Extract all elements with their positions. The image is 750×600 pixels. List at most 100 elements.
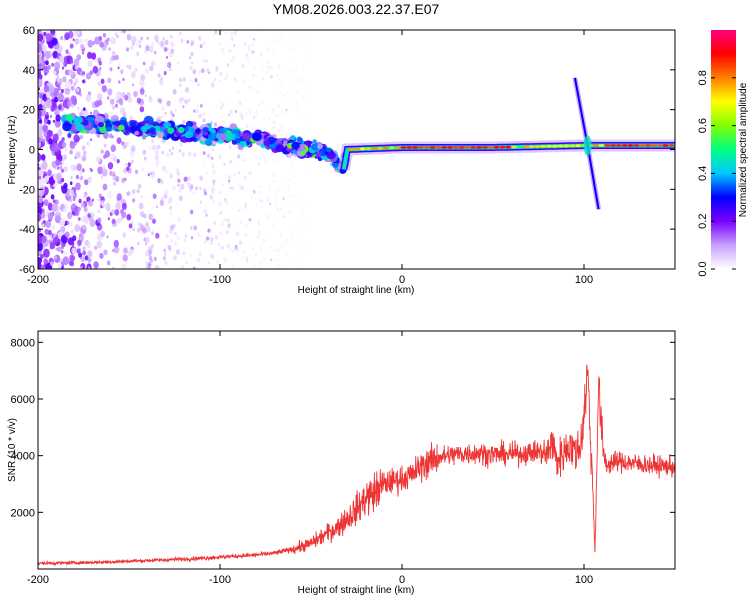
spectrogram-noise-blob bbox=[298, 78, 301, 81]
spectrogram-noise-blob bbox=[75, 206, 79, 211]
spectrogram-noise-blob bbox=[132, 198, 136, 203]
spectrogram-noise-blob bbox=[57, 246, 62, 252]
spectrogram-noise-blob bbox=[269, 202, 272, 206]
spectrogram-noise-blob bbox=[97, 198, 100, 202]
spectrogram-noise-blob bbox=[162, 256, 166, 261]
spectrogram-noise-blob bbox=[134, 67, 138, 73]
spectrogram-noise-blob bbox=[52, 37, 58, 46]
spectrogram-noise-blob bbox=[170, 152, 173, 156]
spectrogram-ridge-blob bbox=[291, 141, 300, 150]
spectrogram-y-tick-label: 20 bbox=[23, 105, 35, 117]
spectrogram-ridge-blob bbox=[223, 127, 228, 132]
spectrogram-noise-blob bbox=[256, 218, 260, 223]
spectrogram-noise-blob bbox=[224, 31, 227, 35]
spectrogram-noise-blob bbox=[256, 90, 260, 94]
spectrogram-band-segment bbox=[551, 144, 558, 148]
spectrogram-noise-blob bbox=[238, 101, 242, 106]
spectrogram-noise-blob bbox=[70, 85, 75, 91]
spectrogram-ridge-blob bbox=[98, 121, 104, 128]
spectrogram-noise-blob bbox=[46, 111, 49, 116]
spectrogram-noise-blob bbox=[259, 52, 263, 57]
snr-x-tick-label: -200 bbox=[27, 574, 49, 586]
spectrogram-band-segment bbox=[621, 144, 628, 147]
spectrogram-noise-blob bbox=[229, 248, 232, 252]
spectrogram-band-segment bbox=[639, 144, 646, 147]
spectrogram-noise-blob bbox=[264, 127, 267, 130]
spectrogram-noise-blob bbox=[69, 149, 73, 155]
spectrogram-band-segment bbox=[388, 146, 395, 150]
spectrogram-noise-blob bbox=[74, 65, 79, 70]
spectrogram-noise-blob bbox=[290, 228, 293, 232]
spectrogram-noise-blob bbox=[68, 69, 74, 76]
spectrogram-noise-blob bbox=[282, 38, 285, 42]
spectrogram-noise-blob bbox=[212, 179, 216, 184]
spectrogram-noise-blob bbox=[41, 235, 47, 243]
spectrogram-noise-blob bbox=[280, 207, 283, 211]
spectrogram-noise-blob bbox=[239, 240, 242, 244]
spectrogram-noise-blob bbox=[69, 221, 72, 225]
spectrogram-noise-blob bbox=[207, 228, 211, 233]
spectrogram-noise-blob bbox=[280, 126, 284, 130]
spectrogram-noise-blob bbox=[55, 159, 60, 166]
spectrogram-noise-blob bbox=[83, 194, 87, 199]
spectrogram-band-segment bbox=[627, 144, 634, 147]
spectrogram-noise-blob bbox=[151, 60, 156, 67]
spectrogram-noise-blob bbox=[228, 179, 231, 183]
spectrogram-noise-blob bbox=[190, 226, 193, 230]
spectrogram-noise-blob bbox=[168, 51, 173, 58]
spectrogram-noise-blob bbox=[130, 45, 134, 51]
spectrogram-noise-blob bbox=[167, 201, 170, 205]
spectrogram-band-segment bbox=[348, 148, 354, 151]
spectrogram-noise-blob bbox=[75, 87, 80, 93]
spectrogram-noise-blob bbox=[272, 125, 276, 129]
spectrogram-noise-blob bbox=[87, 51, 93, 60]
spectrogram-noise-blob bbox=[96, 240, 103, 249]
spectrogram-noise-blob bbox=[198, 36, 201, 40]
spectrogram-noise-blob bbox=[97, 81, 101, 87]
spectrogram-noise-blob bbox=[114, 32, 118, 37]
spectrogram-noise-blob bbox=[266, 47, 270, 51]
spectrogram-noise-blob bbox=[266, 60, 269, 64]
spectrogram-noise-blob bbox=[97, 217, 102, 224]
spectrogram-noise-blob bbox=[74, 38, 80, 45]
spectrogram-noise-blob bbox=[260, 153, 263, 158]
spectrogram-band-segment bbox=[546, 144, 553, 148]
spectrogram-noise-blob bbox=[256, 202, 259, 207]
spectrogram-noise-blob bbox=[147, 261, 152, 267]
spectrogram-noise-blob bbox=[63, 182, 68, 189]
spectrogram-noise-blob bbox=[224, 218, 227, 222]
spectrogram-ridge-blob bbox=[202, 131, 209, 136]
spectrogram-noise-blob bbox=[307, 172, 310, 175]
spectrogram-noise-blob bbox=[123, 167, 127, 174]
spectrogram-noise-blob bbox=[308, 219, 311, 223]
spectrogram-noise-blob bbox=[187, 176, 191, 182]
spectrogram-ridge-blob bbox=[177, 126, 185, 134]
spectrogram-band-segment bbox=[377, 146, 384, 150]
snr-y-axis-title: SNR (10 * v/v) bbox=[7, 418, 18, 482]
spectrogram-noise-blob bbox=[83, 150, 87, 156]
spectrogram-noise-blob bbox=[96, 132, 101, 138]
spectrogram-noise-blob bbox=[196, 232, 200, 237]
spectrogram-noise-blob bbox=[144, 250, 150, 257]
spectrogram-noise-blob bbox=[94, 245, 98, 251]
spectrogram-noise-blob bbox=[180, 265, 185, 269]
spectrogram-band-segment bbox=[615, 144, 622, 147]
spectrogram-noise-blob bbox=[62, 76, 67, 83]
spectrogram-noise-blob bbox=[141, 166, 145, 172]
spectrogram-noise-blob bbox=[250, 219, 253, 223]
spectrogram-panel: -200 -100 0 100 60 40 20 0 -20 -40 -60 Height of s… bbox=[7, 25, 676, 296]
spectrogram-noise-blob bbox=[272, 173, 276, 177]
spectrogram-noise-blob bbox=[124, 162, 128, 166]
snr-y-tick-label: 6000 bbox=[11, 394, 35, 406]
spectrogram-band-segment bbox=[383, 146, 389, 150]
spectrogram-noise-blob bbox=[193, 109, 196, 113]
spectrogram-noise-blob bbox=[169, 206, 172, 210]
spectrogram-noise-blob bbox=[262, 77, 265, 81]
spectrogram-ridge-blob bbox=[115, 122, 120, 127]
spectrogram-noise-blob bbox=[240, 186, 244, 191]
spectrogram-ridge-blob bbox=[317, 157, 323, 162]
spectrogram-noise-blob bbox=[214, 77, 217, 81]
spectrogram-noise-blob bbox=[82, 71, 86, 76]
spectrogram-noise-blob bbox=[40, 88, 44, 94]
